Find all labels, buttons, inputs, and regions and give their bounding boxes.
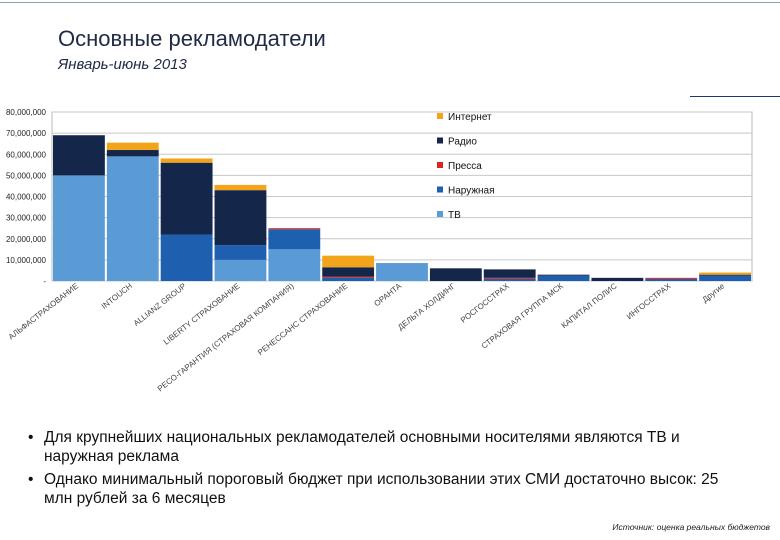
y-tick-label: 20,000,000: [6, 235, 47, 244]
x-tick-label: РОСГОССТРАХ: [459, 281, 511, 325]
x-tick-label: ОРАНТА: [372, 281, 403, 308]
bar-segment: [106, 150, 159, 157]
legend-swatch: [437, 137, 443, 144]
x-tick-label: ДЕЛЬТА ХОЛДИНГ: [396, 281, 458, 332]
x-tick-label: INTOUCH: [100, 281, 134, 311]
decor-rule: [690, 96, 780, 97]
bar-segment: [429, 268, 482, 281]
bullet-2: Однако минимальный пороговый бюджет при …: [28, 470, 728, 508]
bar-segment: [483, 269, 536, 278]
bar-segment: [268, 228, 321, 230]
legend-swatch: [437, 113, 443, 119]
y-tick-label: 70,000,000: [6, 129, 47, 138]
legend-label: Наружная: [448, 186, 495, 197]
bar-segment: [214, 190, 267, 246]
bullet-1: Для крупнейших национальных рекламодател…: [28, 428, 728, 466]
bar-segment: [106, 156, 159, 281]
y-tick-label: 10,000,000: [6, 256, 47, 265]
bar-segment: [160, 162, 213, 235]
bar-segment: [214, 184, 267, 191]
bar-segment: [483, 278, 536, 281]
x-tick-label: РЕНЕССАНС СТРАХОВАНИЕ: [256, 281, 349, 357]
bar-segment: [268, 229, 321, 250]
bar-segment: [645, 277, 698, 279]
bar-segment: [322, 276, 375, 278]
bar-segment: [53, 175, 105, 281]
bar-segment: [699, 272, 751, 275]
bar-segment: [483, 277, 536, 279]
bar-segment: [106, 142, 159, 151]
legend-label: ТВ: [448, 210, 461, 221]
bar-segment: [591, 277, 644, 281]
legend-swatch: [437, 186, 443, 193]
legend-swatch: [437, 162, 443, 168]
bar-segment: [322, 255, 375, 268]
bar-segment: [268, 249, 321, 281]
bar-segment: [322, 277, 375, 281]
legend-swatch: [437, 211, 443, 217]
bar-segment: [160, 158, 213, 163]
y-tick-label: 30,000,000: [6, 214, 47, 223]
bullet-list: Для крупнейших национальных рекламодател…: [28, 428, 728, 512]
y-tick-label: 40,000,000: [6, 193, 47, 202]
bar-segment: [376, 263, 428, 281]
x-tick-label: ALLIANZ GROUP: [132, 281, 188, 328]
bar-segment: [160, 234, 213, 281]
bar-segment: [322, 267, 375, 277]
advertisers-chart: - 10,000,000 20,000,000 30,000,000 40,000,00…: [6, 108, 753, 393]
bar-segment: [537, 274, 590, 276]
top-decor-line: [0, 0, 780, 12]
legend-label: Пресса: [448, 161, 482, 172]
y-tick-label: 80,000,000: [6, 108, 47, 117]
y-tick-label: 50,000,000: [6, 171, 47, 180]
x-tick-label: АЛЬФАСТРАХОВАНИЕ: [7, 281, 80, 341]
page-subtitle: Январь-июнь 2013: [58, 56, 187, 73]
x-tick-label: КАПИТАЛ ПОЛИС: [560, 281, 619, 330]
legend-label: Радио: [448, 137, 477, 148]
source-note: Источник: оценка реальных бюджетов: [612, 522, 770, 532]
y-tick-label: -: [43, 277, 46, 286]
bar-segment: [214, 245, 267, 260]
x-tick-label: ИНГОССТРАХ: [625, 281, 673, 321]
bar-segment: [214, 259, 267, 281]
x-tick-label: Другие: [701, 281, 727, 304]
bar-segment: [699, 275, 751, 281]
legend-label: Интернет: [448, 112, 492, 123]
bar-segment: [53, 135, 105, 176]
page-title: Основные рекламодатели: [58, 26, 326, 51]
y-tick-label: 60,000,000: [6, 150, 47, 159]
bar-segment: [645, 278, 698, 281]
bar-segment: [699, 274, 751, 276]
bar-segment: [537, 275, 590, 281]
